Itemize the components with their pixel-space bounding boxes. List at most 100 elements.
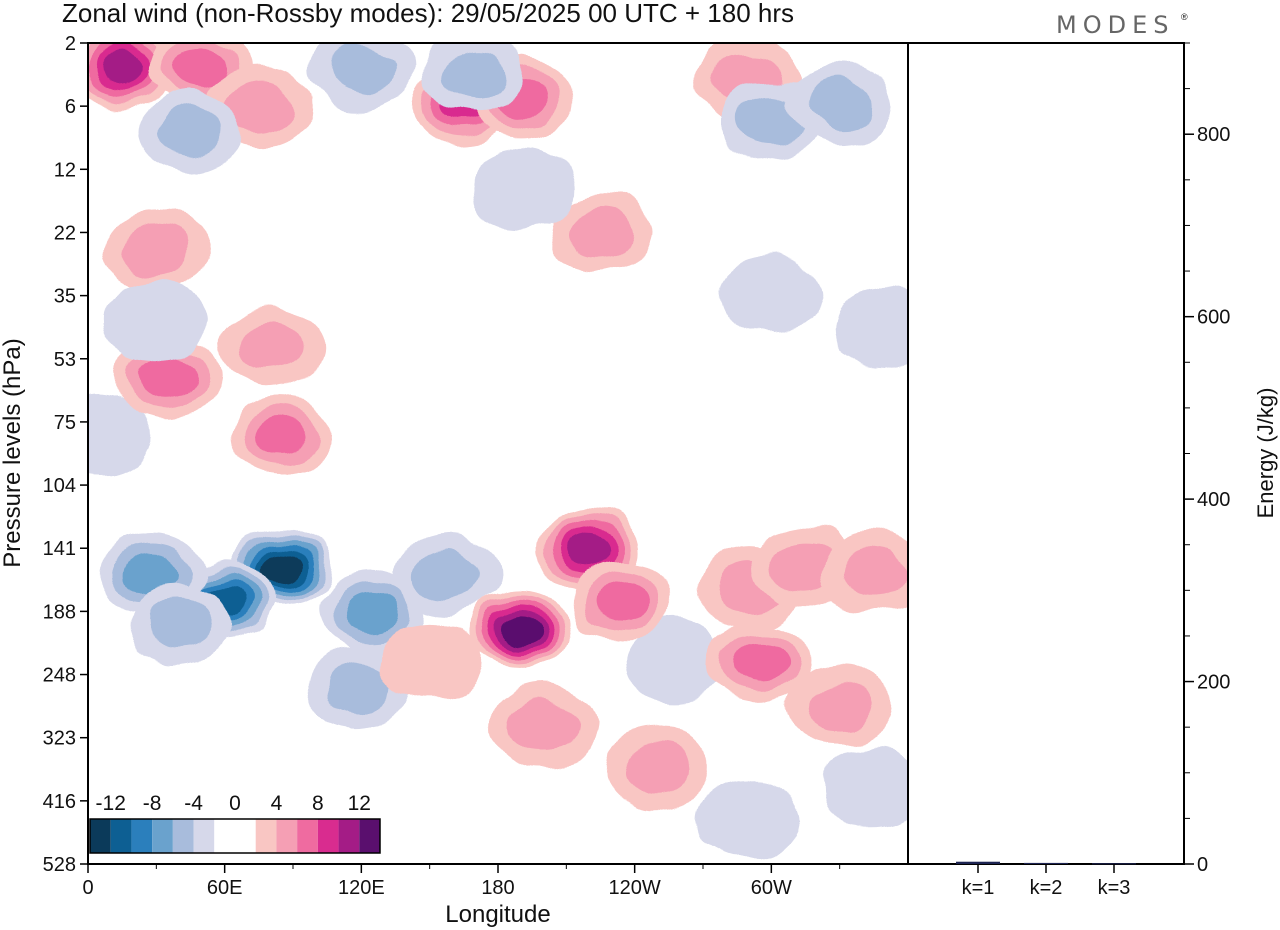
y-tick-label: 528: [43, 854, 76, 876]
legend-label: 0: [229, 792, 241, 815]
heatmap-cell: [175, 48, 229, 89]
heatmap-cell: [442, 49, 509, 100]
energy-x-tick-label: k=1: [962, 877, 995, 899]
legend-label: -8: [143, 792, 162, 815]
y-tick-label: 35: [54, 286, 76, 308]
heatmap-cell: [100, 52, 144, 85]
heatmap-cell: [623, 621, 728, 702]
x-axis-label: Longitude: [445, 901, 550, 928]
heatmap-cell: [567, 207, 634, 258]
legend-label: 4: [271, 792, 283, 815]
legend-swatch: [110, 819, 132, 853]
legend-swatch: [193, 819, 215, 853]
zonal-wind-heatmap: [88, 43, 908, 860]
legend-swatch: [214, 819, 235, 853]
legend-swatch: [90, 819, 111, 853]
energy-y-tick-label: 800: [1197, 124, 1230, 146]
legend-swatch: [172, 819, 194, 853]
heatmap-cell: [328, 43, 395, 94]
y-tick-label: 323: [43, 728, 76, 750]
energy-x-tick-label: k=3: [1098, 877, 1131, 899]
heatmap-cell: [261, 552, 302, 583]
heatmap-cell: [125, 553, 179, 594]
legend-swatch: [317, 819, 339, 853]
color-legend: -12 -8 -4 0 4 8 12: [89, 792, 381, 854]
heatmap-cell: [225, 81, 292, 132]
brand-logo: MODES: [1056, 11, 1174, 39]
heatmap-cell: [88, 394, 152, 475]
x-tick-label: 120E: [338, 877, 385, 899]
energy-panel-frame: [907, 42, 1185, 865]
energy-bar-k=2: [1024, 862, 1068, 864]
y-tick-label: 141: [43, 538, 76, 560]
heatmap-cell: [414, 548, 481, 599]
heatmap-cell: [719, 255, 824, 336]
y-axis-label: Pressure levels (hPa): [0, 338, 26, 567]
legend-label: 8: [312, 792, 324, 815]
heatmap-cell: [833, 287, 908, 368]
energy-y-tick-label: 400: [1197, 489, 1230, 511]
legend-label: -12: [96, 792, 126, 815]
heatmap-cell: [104, 280, 209, 361]
energy-bars: k=1 k=2 k=3: [956, 861, 1136, 899]
y-tick-label: 248: [43, 665, 76, 687]
heatmap-cell: [772, 542, 839, 593]
x-tick-label: 120W: [609, 877, 661, 899]
heatmap-cell: [323, 662, 390, 713]
legend-label: -4: [184, 792, 203, 815]
y-axis: 2 6 12 22 35 53 75 104 141 188 248 323 416 528: [43, 33, 88, 876]
x-tick-label: 60W: [751, 877, 792, 899]
chart-title: Zonal wind (non-Rossby modes): 29/05/202…: [62, 0, 794, 28]
heatmap-cell: [596, 578, 650, 619]
legend-label: 12: [348, 792, 371, 815]
legend-swatch: [276, 819, 298, 853]
legend-swatch: [297, 819, 318, 853]
heatmap-cell: [468, 148, 573, 229]
heatmap-cell: [821, 748, 908, 829]
legend-frame: [89, 818, 381, 854]
heatmap-cell: [377, 621, 482, 702]
heatmap-cell: [840, 548, 907, 599]
energy-y-tick-label: 0: [1197, 854, 1208, 876]
y-tick-label: 53: [54, 349, 76, 371]
energy-y-tick-label: 600: [1197, 307, 1230, 329]
brand-registered-mark: ®: [1181, 12, 1188, 22]
x-tick-label: 0: [82, 877, 93, 899]
x-tick-label: 60E: [207, 877, 243, 899]
legend-swatch: [235, 819, 256, 853]
heatmap-cell: [346, 591, 400, 632]
heatmap-cell: [141, 357, 195, 398]
heatmap-cell: [806, 81, 873, 132]
heatmap-cell: [624, 744, 691, 795]
heatmap-cell: [510, 700, 577, 751]
y-tick-label: 104: [43, 475, 76, 497]
heatmap-cell: [146, 599, 213, 650]
x-axis: 0 60E 120E 180 120W 60W: [82, 864, 841, 899]
y-tick-label: 416: [43, 791, 76, 813]
x-tick-label: 180: [481, 877, 514, 899]
y-tick-label: 12: [54, 159, 76, 181]
energy-bar-k=3: [1092, 863, 1136, 865]
heatmap-cell: [237, 321, 304, 372]
heatmap-cell: [500, 615, 542, 646]
heatmap-cell: [696, 779, 801, 860]
legend-swatch: [338, 819, 360, 853]
heatmap-cell: [157, 106, 224, 157]
energy-x-tick-label: k=2: [1030, 877, 1063, 899]
legend-swatch: [131, 819, 153, 853]
heatmap-cell: [254, 414, 309, 455]
heatmap-cell: [733, 641, 787, 682]
energy-bar-k=1: [956, 861, 1000, 864]
y-tick-label: 6: [65, 96, 76, 118]
heatmap-cell: [567, 532, 611, 565]
energy-y-axis: 0 200 400 600 800: [1184, 42, 1230, 876]
heatmap-cell: [123, 226, 190, 277]
y-tick-label: 75: [54, 412, 76, 434]
heatmap-cell: [806, 681, 873, 732]
energy-y-tick-label: 200: [1197, 672, 1230, 694]
legend-swatch: [359, 819, 380, 853]
y-tick-label: 2: [65, 33, 76, 55]
y-tick-label: 188: [43, 601, 76, 623]
energy-axis-label: Energy (J/kg): [1253, 388, 1278, 519]
